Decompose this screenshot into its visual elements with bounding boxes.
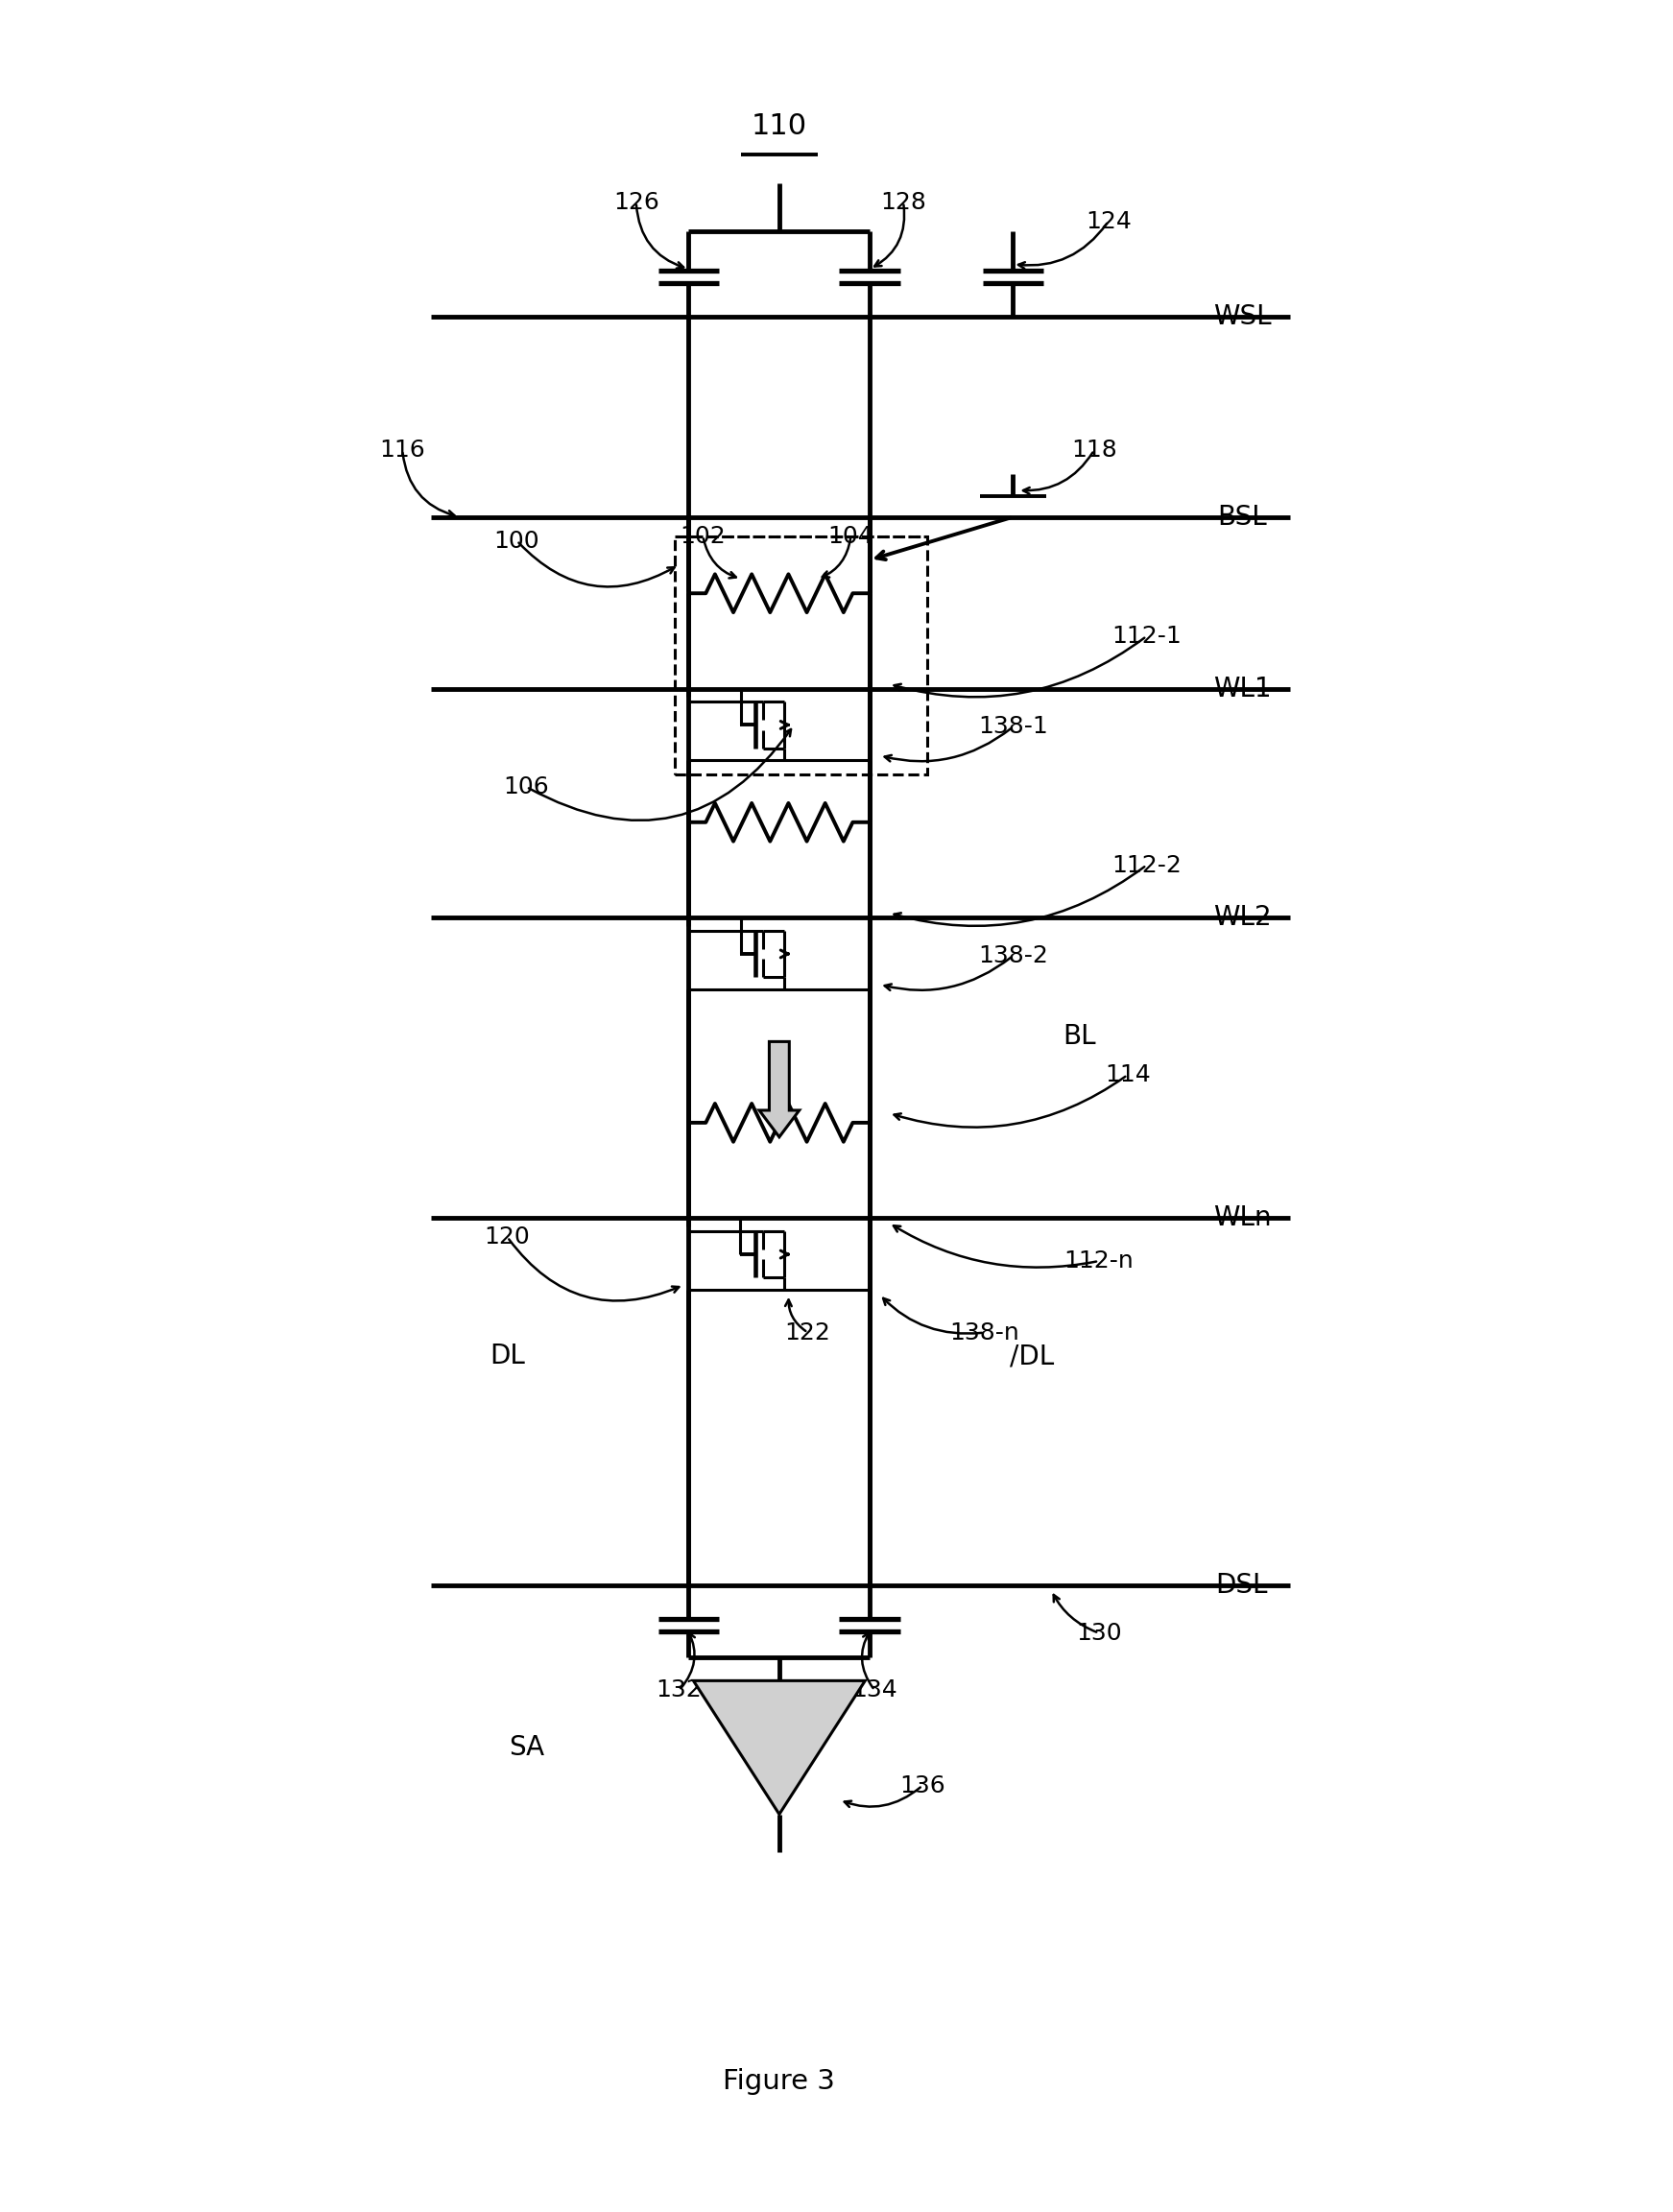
Text: 126: 126: [614, 190, 659, 215]
Text: DSL: DSL: [1216, 1573, 1268, 1599]
Text: 136: 136: [900, 1774, 945, 1796]
Text: 112-n: 112-n: [1064, 1250, 1134, 1272]
Text: 120: 120: [485, 1225, 530, 1248]
Text: 132: 132: [656, 1679, 703, 1701]
Text: 106: 106: [504, 776, 549, 799]
Text: 118: 118: [1071, 438, 1118, 462]
Text: 122: 122: [785, 1321, 831, 1345]
Bar: [674, 535, 927, 774]
Text: BL: BL: [1062, 1024, 1096, 1051]
Text: 138-1: 138-1: [979, 714, 1047, 739]
Text: 110: 110: [751, 113, 806, 139]
Text: 134: 134: [852, 1679, 898, 1701]
Text: WL2: WL2: [1213, 905, 1271, 931]
FancyArrow shape: [760, 1042, 800, 1137]
Text: /DL: /DL: [1010, 1343, 1054, 1369]
Text: 138-2: 138-2: [979, 945, 1047, 967]
Text: 124: 124: [1086, 210, 1131, 232]
Text: 100: 100: [494, 529, 540, 553]
Text: 130: 130: [1076, 1621, 1121, 1644]
Text: 128: 128: [880, 190, 927, 215]
Text: 112-1: 112-1: [1111, 624, 1181, 648]
Text: 138-n: 138-n: [950, 1321, 1019, 1345]
Text: DL: DL: [490, 1343, 525, 1369]
Text: BSL: BSL: [1218, 504, 1266, 531]
Text: 116: 116: [380, 438, 425, 462]
Text: 104: 104: [828, 524, 873, 549]
Text: 114: 114: [1104, 1064, 1151, 1086]
Text: WLn: WLn: [1213, 1206, 1271, 1232]
Text: WL1: WL1: [1213, 675, 1271, 701]
Text: 102: 102: [679, 524, 726, 549]
Text: SA: SA: [509, 1734, 544, 1761]
Text: Figure 3: Figure 3: [723, 2068, 835, 2095]
Text: WSL: WSL: [1213, 303, 1271, 330]
Text: 112-2: 112-2: [1111, 854, 1181, 876]
Polygon shape: [693, 1681, 865, 1814]
